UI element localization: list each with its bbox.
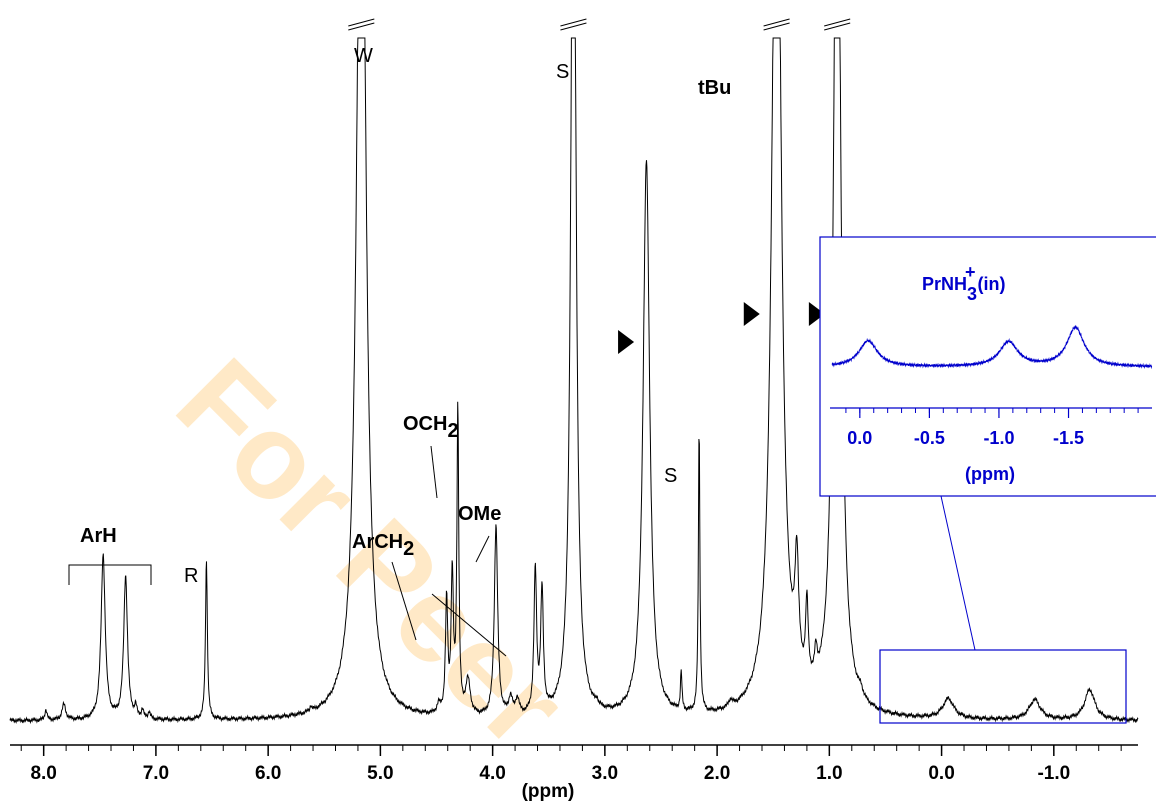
x-tick-label: 8.0 [30,763,56,784]
arch2-main-text: ArCH [352,531,403,553]
x-tick-label: 2.0 [704,763,730,784]
triangle-marker [743,302,760,326]
peak-label-w: W [354,45,373,67]
break-mark-line [560,22,587,31]
triangle-marker [618,330,635,354]
x-tick-label: -1.0 [1037,763,1070,784]
peak-labels: W S S tBu R ArH ArCH2 OCH2 OMe [68,45,731,657]
inset-tick-label: -0.5 [914,428,945,448]
inset-x-axis-label: (ppm) [965,464,1015,484]
assign-label-arh: ArH [80,525,117,547]
arch2-leader-2 [431,593,507,657]
break-mark-line [560,18,587,27]
och2-subscript: 2 [447,420,458,442]
inset-title-prefix: PrNH [922,274,967,294]
break-mark-line [763,22,790,31]
x-minor-ticks [20,745,1122,751]
arh-bracket [68,564,152,585]
ome-leader [475,535,490,563]
inset-title-suffix: (in) [978,274,1006,294]
inset-connector [940,495,976,651]
inset-spectrum-trace [831,324,1153,370]
break-mark-line [763,18,790,27]
assign-label-ome: OMe [458,503,501,525]
break-mark-line [824,18,851,27]
x-tick-label: 0.0 [928,763,954,784]
break-mark-line [824,22,851,31]
inset-title-sup: + [965,262,976,282]
inset-x-ticks: 0.0 -0.5 -1.0 -1.5 [845,408,1139,448]
arch2-leader-1 [391,561,417,641]
x-axis: 8.0 7.0 6.0 5.0 4.0 3.0 2.0 1.0 0.0 -1.0 (ppm) [10,744,1138,802]
x-tick-label: 5.0 [367,763,393,784]
arch2-subscript: 2 [403,538,414,560]
och2-leader [430,445,438,499]
inset-panel: PrNH3+(in) 0.0 -0.5 -1.0 -1.5 (ppm) [819,236,1156,497]
inset-tick-label: -1.0 [983,428,1014,448]
x-tick-label: 6.0 [255,763,281,784]
x-tick-label: 7.0 [143,763,169,784]
inset-title: PrNH3+(in) [922,262,1006,304]
x-axis-label: (ppm) [522,781,575,802]
inset-tick-label: -1.5 [1053,428,1084,448]
inset-tick-label: 0.0 [847,428,872,448]
inset-title-sub: 3 [967,284,977,304]
triangle-marker [808,302,825,326]
zoom-region-box [879,649,1127,724]
inset-frame [819,236,1156,497]
peak-label-s-3.3: S [556,61,569,83]
break-mark-line [348,22,375,31]
x-tick-label: 1.0 [816,763,842,784]
x-tick-label: 4.0 [479,763,505,784]
watermark-text: For Peer [152,334,591,773]
main-spectrum [9,37,1139,725]
peak-label-tbu: tBu [698,77,731,99]
assign-label-och2: OCH2 [403,413,459,442]
peak-label-r: R [184,565,198,587]
x-major-ticks: 8.0 7.0 6.0 5.0 4.0 3.0 2.0 1.0 0.0 -1.0 [30,745,1070,784]
break-mark-line [348,18,375,27]
x-tick-label: 3.0 [592,763,618,784]
triangle-markers [618,302,825,354]
och2-main-text: OCH [403,413,447,435]
spectrum-trace [9,37,1139,725]
peak-label-s-2.2: S [664,465,677,487]
peak-break-marks [348,18,851,31]
assign-label-arch2: ArCH2 [352,531,414,560]
